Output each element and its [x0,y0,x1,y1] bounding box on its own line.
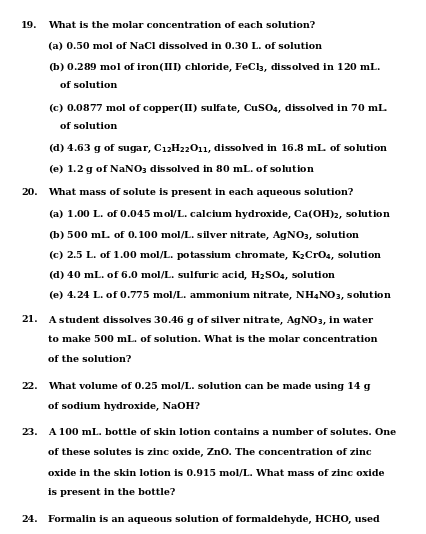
Text: oxide in the skin lotion is 0.915 mol/L. What mass of zinc oxide: oxide in the skin lotion is 0.915 mol/L.… [48,468,384,477]
Text: What mass of solute is present in each aqueous solution?: What mass of solute is present in each a… [48,189,353,197]
Text: (a) 1.00 L. of 0.045 mol/L. calcium hydroxide, Ca(OH)$_\mathbf{2}$, solution: (a) 1.00 L. of 0.045 mol/L. calcium hydr… [48,208,391,222]
Text: 22.: 22. [21,382,37,390]
Text: is present in the bottle?: is present in the bottle? [48,489,175,497]
Text: 21.: 21. [21,315,37,324]
Text: 20.: 20. [21,189,37,197]
Text: What volume of 0.25 mol/L. solution can be made using 14 g: What volume of 0.25 mol/L. solution can … [48,382,370,390]
Text: (b) 500 mL. of 0.100 mol/L. silver nitrate, AgNO$_\mathbf{3}$, solution: (b) 500 mL. of 0.100 mol/L. silver nitra… [48,229,360,241]
Text: What is the molar concentration of each solution?: What is the molar concentration of each … [48,21,315,30]
Text: (d) 4.63 g of sugar, C$_\mathbf{12}$H$_\mathbf{22}$O$_\mathbf{11}$, dissolved in: (d) 4.63 g of sugar, C$_\mathbf{12}$H$_\… [48,142,389,155]
Text: 24.: 24. [21,515,37,523]
Text: A 100 mL. bottle of skin lotion contains a number of solutes. One: A 100 mL. bottle of skin lotion contains… [48,428,396,437]
Text: (c) 2.5 L. of 1.00 mol/L. potassium chromate, K$_\mathbf{2}$CrO$_\mathbf{4}$, so: (c) 2.5 L. of 1.00 mol/L. potassium chro… [48,249,382,262]
Text: (b) 0.289 mol of iron(III) chloride, FeCl$_\mathbf{3}$, dissolved in 120 mL.: (b) 0.289 mol of iron(III) chloride, FeC… [48,61,381,74]
Text: of these solutes is zinc oxide, ZnO. The concentration of zinc: of these solutes is zinc oxide, ZnO. The… [48,448,371,457]
Text: (a) 0.50 mol of NaCl dissolved in 0.30 L. of solution: (a) 0.50 mol of NaCl dissolved in 0.30 L… [48,41,322,50]
Text: 19.: 19. [21,21,37,30]
Text: of solution: of solution [60,82,118,90]
Text: of solution: of solution [60,122,118,131]
Text: A student dissolves 30.46 g of silver nitrate, AgNO$_\mathbf{3}$, in water: A student dissolves 30.46 g of silver ni… [48,315,374,327]
Text: Formalin is an aqueous solution of formaldehyde, HCHO, used: Formalin is an aqueous solution of forma… [48,515,380,523]
Text: of the solution?: of the solution? [48,356,131,364]
Text: of sodium hydroxide, NaOH?: of sodium hydroxide, NaOH? [48,402,200,411]
Text: (e) 4.24 L. of 0.775 mol/L. ammonium nitrate, NH$_\mathbf{4}$NO$_\mathbf{3}$, so: (e) 4.24 L. of 0.775 mol/L. ammonium nit… [48,289,391,302]
Text: (d) 40 mL. of 6.0 mol/L. sulfuric acid, H$_\mathbf{2}$SO$_\mathbf{4}$, solution: (d) 40 mL. of 6.0 mol/L. sulfuric acid, … [48,269,336,282]
Text: (c) 0.0877 mol of copper(II) sulfate, CuSO$_\mathbf{4}$, dissolved in 70 mL.: (c) 0.0877 mol of copper(II) sulfate, Cu… [48,101,388,115]
Text: to make 500 mL. of solution. What is the molar concentration: to make 500 mL. of solution. What is the… [48,335,377,344]
Text: (e) 1.2 g of NaNO$_\mathbf{3}$ dissolved in 80 mL. of solution: (e) 1.2 g of NaNO$_\mathbf{3}$ dissolved… [48,162,314,176]
Text: 23.: 23. [21,428,37,437]
